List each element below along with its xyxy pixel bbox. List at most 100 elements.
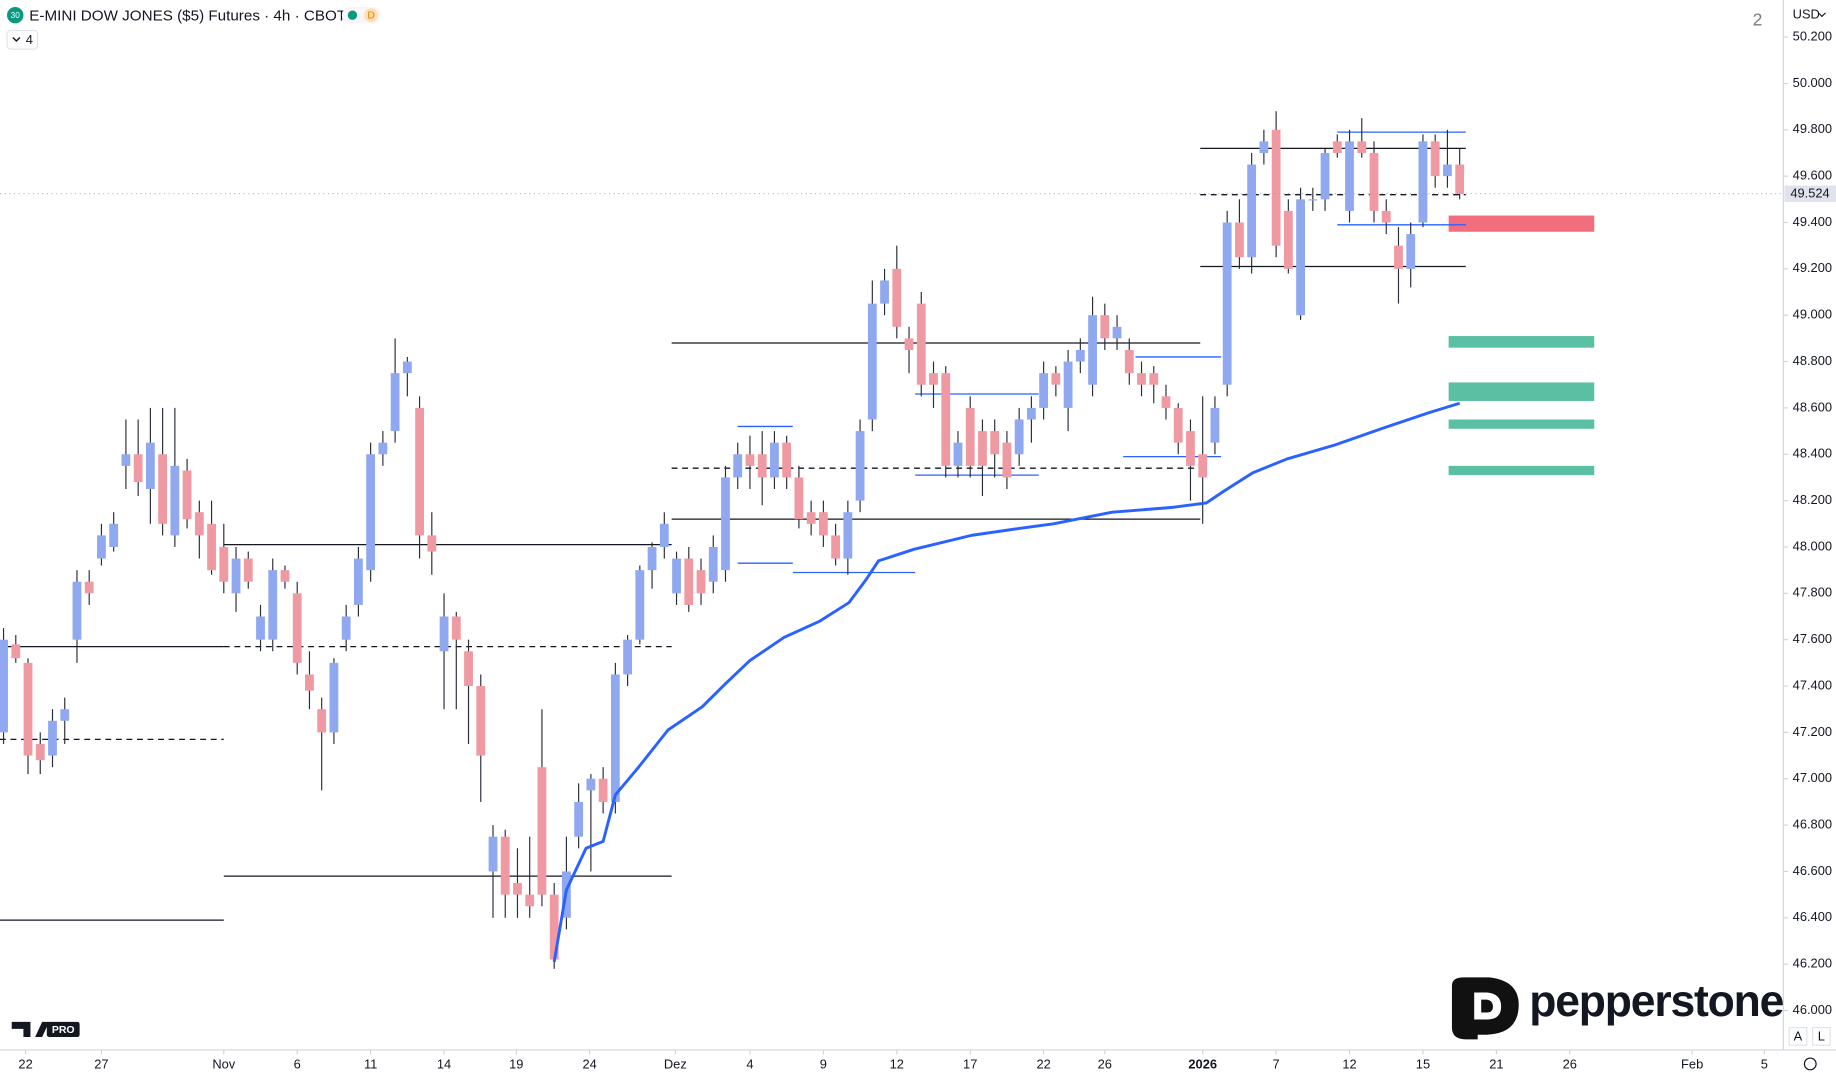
x-tick-label: 19 bbox=[509, 1057, 523, 1072]
candle-body bbox=[48, 720, 57, 756]
candle-body bbox=[1088, 315, 1097, 385]
candle-body bbox=[268, 570, 278, 640]
x-tick-label: 22 bbox=[1036, 1057, 1050, 1072]
candle-body bbox=[1296, 199, 1305, 316]
candle-body bbox=[439, 616, 449, 652]
candle-body bbox=[1443, 164, 1452, 177]
x-tick-label: 14 bbox=[437, 1057, 451, 1072]
zone bbox=[1448, 419, 1595, 429]
y-tick-label: 49.600 bbox=[1793, 168, 1832, 183]
x-tick-label: Nov bbox=[212, 1057, 235, 1072]
candle-body bbox=[818, 512, 828, 536]
candle-body bbox=[1173, 407, 1183, 443]
pro-text: PRO bbox=[52, 1024, 75, 1036]
candle-body bbox=[831, 535, 841, 559]
x-tick-label: Dez bbox=[664, 1057, 687, 1072]
candle-body bbox=[1418, 141, 1428, 223]
candle-body bbox=[415, 407, 424, 536]
x-tick-label: 12 bbox=[1342, 1057, 1356, 1072]
auto-scale-label: A bbox=[1794, 1028, 1803, 1043]
symbol-title[interactable]: E-MINI DOW JONES ($5) Futures · 4h · CBO… bbox=[29, 7, 346, 24]
x-tick-label: 24 bbox=[583, 1057, 597, 1072]
y-tick-label: 49.200 bbox=[1793, 260, 1832, 275]
candle-body bbox=[1137, 373, 1146, 385]
x-tick-label: 6 bbox=[294, 1057, 301, 1072]
brand-name: pepperstone bbox=[1529, 977, 1783, 1026]
zone bbox=[1448, 215, 1595, 232]
candle-body bbox=[770, 442, 779, 478]
candle-body bbox=[659, 523, 669, 547]
y-tick-label: 47.000 bbox=[1793, 770, 1832, 785]
symbol-badge[interactable] bbox=[7, 7, 24, 24]
x-tick-label: 15 bbox=[1416, 1057, 1430, 1072]
candle-body bbox=[916, 303, 926, 385]
candle-body bbox=[390, 373, 400, 432]
candle-body bbox=[158, 454, 168, 524]
candle-body bbox=[1002, 442, 1012, 478]
candle-body bbox=[843, 512, 853, 559]
candle-body bbox=[537, 767, 547, 895]
candle-body bbox=[1051, 373, 1061, 385]
zone bbox=[1448, 382, 1595, 401]
candle-body bbox=[782, 442, 792, 478]
candle-body bbox=[1075, 349, 1085, 362]
auto-scale-button[interactable] bbox=[1788, 1027, 1808, 1046]
y-tick-label: 48.800 bbox=[1793, 353, 1832, 368]
y-tick-label: 46.600 bbox=[1793, 863, 1832, 878]
candle-body bbox=[451, 616, 461, 640]
x-tick-label: 4 bbox=[746, 1057, 753, 1072]
candle-body bbox=[219, 546, 229, 582]
x-tick-label: 2026 bbox=[1188, 1057, 1217, 1072]
x-tick-label: 26 bbox=[1098, 1057, 1112, 1072]
log-scale-button[interactable] bbox=[1811, 1027, 1831, 1046]
candle-body bbox=[305, 674, 314, 691]
candle-body bbox=[1100, 315, 1110, 339]
pro-badge bbox=[46, 1021, 80, 1038]
candle-body bbox=[1406, 234, 1416, 269]
candle-body bbox=[867, 303, 877, 420]
candle-body bbox=[806, 512, 816, 524]
candle-body bbox=[708, 546, 718, 582]
candle-body bbox=[35, 743, 45, 761]
candle-body bbox=[1308, 199, 1318, 201]
candle-body bbox=[623, 639, 633, 675]
candle-body bbox=[1235, 222, 1244, 258]
candle-body bbox=[757, 454, 767, 478]
chevron-icon bbox=[12, 36, 21, 42]
candle-body bbox=[133, 454, 143, 483]
candle-body bbox=[1271, 129, 1281, 246]
candle-body bbox=[745, 454, 755, 466]
candle-body bbox=[1198, 454, 1208, 478]
x-tick-label: 5 bbox=[1761, 1057, 1768, 1072]
y-tick-label: 49.400 bbox=[1793, 214, 1832, 229]
candle-body bbox=[904, 338, 914, 350]
currency-label[interactable]: USD bbox=[1793, 7, 1820, 22]
candle-body bbox=[672, 558, 681, 594]
y-tick-label: 48.200 bbox=[1793, 492, 1832, 507]
brand-logo bbox=[1451, 977, 1519, 1040]
settings-icon[interactable] bbox=[1803, 1057, 1817, 1071]
candle-body bbox=[0, 639, 8, 733]
candle-body bbox=[610, 674, 620, 802]
candle-body bbox=[1210, 407, 1220, 443]
x-tick-label: 7 bbox=[1273, 1057, 1280, 1072]
candle-body bbox=[97, 535, 106, 559]
market-status bbox=[347, 10, 358, 20]
candle-body bbox=[1381, 210, 1391, 223]
candle-body bbox=[647, 546, 657, 571]
candle-body bbox=[84, 581, 94, 594]
flag-text: D bbox=[367, 10, 375, 22]
candle-body bbox=[929, 373, 938, 385]
x-tick-label: 17 bbox=[963, 1057, 977, 1072]
candle-body bbox=[941, 373, 951, 466]
indicators-toggle[interactable] bbox=[6, 29, 39, 50]
y-tick-label: 46.000 bbox=[1793, 1002, 1832, 1017]
candle-body bbox=[11, 644, 21, 659]
candle-body bbox=[1039, 373, 1049, 408]
symbol-badge-text: 30 bbox=[11, 11, 21, 20]
candle-body bbox=[500, 836, 510, 895]
candle-body bbox=[1161, 396, 1171, 408]
y-tick-label: 49.800 bbox=[1793, 121, 1832, 136]
